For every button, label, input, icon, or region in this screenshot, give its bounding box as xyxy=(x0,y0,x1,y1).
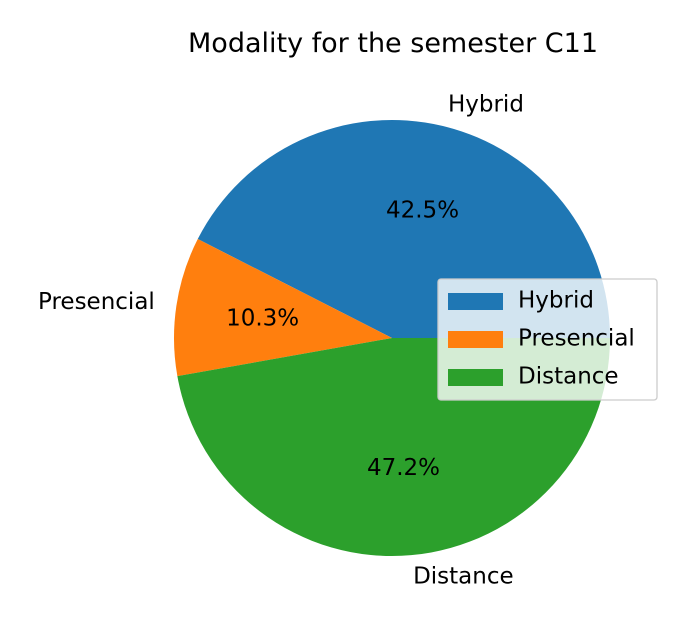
percent-labels: 42.5% 10.3% 47.2% xyxy=(226,197,459,480)
legend-swatch-hybrid xyxy=(448,293,503,310)
legend-swatch-presencial xyxy=(448,331,503,348)
percent-label-hybrid: 42.5% xyxy=(386,197,459,223)
percent-label-presencial: 10.3% xyxy=(226,305,299,331)
legend: Hybrid Presencial Distance xyxy=(437,278,658,401)
legend-label-presencial: Presencial xyxy=(518,326,635,352)
chart-title: Modality for the semester C11 xyxy=(188,28,598,59)
percent-label-distance: 47.2% xyxy=(367,455,440,481)
slice-label-hybrid: Hybrid xyxy=(448,91,524,117)
slice-labels: Hybrid Presencial Distance xyxy=(38,91,524,589)
pie-slice-presencial xyxy=(173,239,392,377)
legend-swatch-distance xyxy=(448,369,503,386)
slice-label-presencial: Presencial xyxy=(38,289,155,315)
legend-label-hybrid: Hybrid xyxy=(518,288,594,314)
legend-label-distance: Distance xyxy=(518,364,619,390)
slice-label-distance: Distance xyxy=(413,563,514,589)
